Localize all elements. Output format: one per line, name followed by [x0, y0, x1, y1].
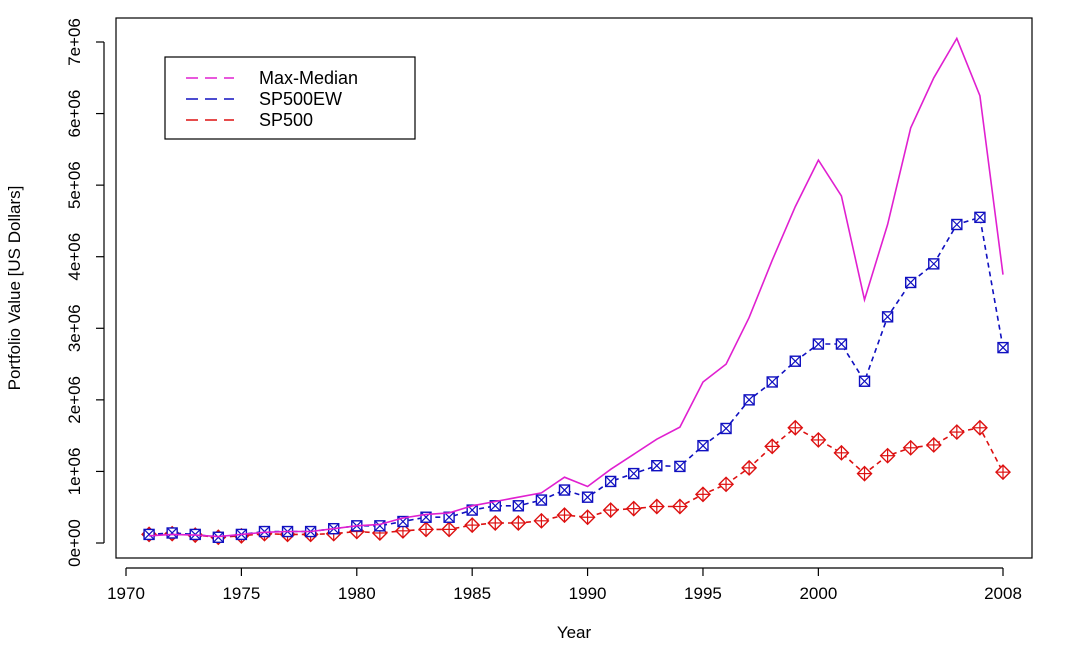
data-point-cross: [720, 423, 732, 434]
data-point-cross: [559, 484, 570, 496]
x-tick-label: 1990: [569, 584, 607, 603]
x-axis-title: Year: [557, 623, 592, 642]
data-point-cross: [535, 494, 547, 506]
x-tick-label: 1980: [338, 584, 376, 603]
x-tick-label: 1985: [453, 584, 491, 603]
data-point-cross: [443, 511, 455, 523]
data-point-cross: [974, 211, 986, 223]
data-point-cross: [859, 375, 870, 387]
data-point-cross: [489, 500, 501, 512]
y-axis: 0e+00 1e+06 2e+06 3e+06 4e+06 5e+06 6e+06 7e+06: [65, 18, 105, 567]
y-tick-label: 5e+06: [65, 161, 84, 209]
x-tick-label: 1975: [222, 584, 260, 603]
data-point-cross: [166, 527, 178, 539]
x-tick-label: 2000: [799, 584, 837, 603]
data-point-cross: [374, 520, 386, 532]
data-point-cross: [951, 219, 963, 230]
data-point-cross: [836, 338, 847, 350]
data-point-cross: [997, 342, 1009, 354]
data-point-cross: [697, 440, 709, 452]
data-point-cross: [674, 460, 686, 472]
series-max-median: [149, 36, 1004, 538]
data-point-cross: [582, 491, 594, 503]
data-point-cross: [512, 500, 524, 512]
y-tick-label: 0e+00: [65, 519, 84, 567]
data-point-cross: [812, 338, 824, 350]
data-point-cross: [466, 504, 478, 516]
y-tick-label: 6e+06: [65, 90, 84, 138]
data-point-cross: [766, 376, 778, 388]
legend-label: SP500: [259, 110, 313, 130]
series-layer: [141, 36, 1011, 546]
series-line: [149, 216, 1004, 539]
data-point-cross: [789, 355, 801, 367]
legend-label: Max-Median: [259, 68, 358, 88]
data-point-cross: [928, 258, 940, 270]
y-tick-label: 2e+06: [65, 376, 84, 424]
data-point-cross: [743, 394, 755, 406]
series-sp500ew: [143, 211, 1009, 543]
data-point-cross: [628, 468, 640, 479]
series-line: [149, 36, 1004, 538]
data-point-cross: [882, 311, 894, 323]
x-axis: 1970 1975 1980 1985 1990 1995 2000 2008: [107, 567, 1022, 603]
x-tick-label: 2008: [984, 584, 1022, 603]
legend-box: [164, 56, 416, 140]
data-point-cross: [605, 476, 617, 487]
y-tick-label: 1e+06: [65, 448, 84, 496]
data-point-cross: [651, 460, 663, 472]
x-tick-label: 1970: [107, 584, 145, 603]
y-tick-label: 7e+06: [65, 18, 84, 66]
y-tick-label: 4e+06: [65, 233, 84, 281]
data-point-cross: [143, 528, 155, 540]
data-point-cross: [905, 277, 917, 288]
legend-label: SP500EW: [259, 89, 342, 109]
x-tick-label: 1995: [684, 584, 722, 603]
y-tick-label: 3e+06: [65, 304, 84, 352]
y-axis-title: Portfolio Value [US Dollars]: [5, 186, 24, 391]
plot-frame: [115, 17, 1033, 559]
